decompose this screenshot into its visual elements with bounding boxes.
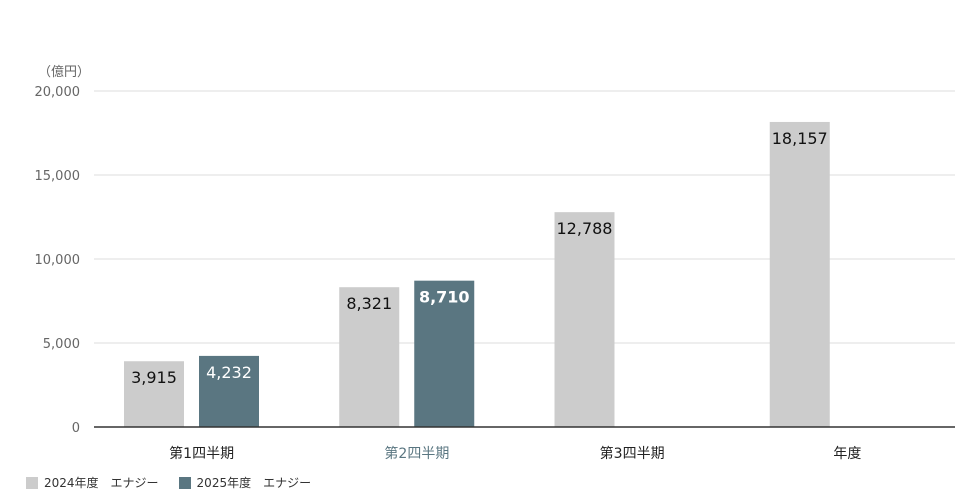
category-labels: 第1四半期 第2四半期 第3四半期 年度 <box>169 445 861 462</box>
bar-2024 <box>124 361 184 427</box>
y-tick-label: 10,000 <box>35 253 81 268</box>
bars <box>124 121 830 427</box>
category-label: 第1四半期 <box>169 445 234 462</box>
category-label: 第3四半期 <box>600 445 665 462</box>
bar-2024 <box>554 212 615 427</box>
value-labels: 3,915 4,232 8,321 8,710 12,788 18,157 <box>131 129 828 387</box>
category-label: 年度 <box>833 446 861 462</box>
y-tick-label: 15,000 <box>35 169 81 184</box>
bar-value-label: 8,710 <box>419 288 470 307</box>
bar-2025 <box>199 355 259 427</box>
bar-chart: （億円） 0 5,000 10,000 15,000 20,000 3,915 4,232… <box>35 64 955 462</box>
bar-value-label: 8,321 <box>346 294 392 313</box>
bar-2024 <box>339 287 400 427</box>
bar-value-label: 18,157 <box>772 129 828 148</box>
legend-item-2024: 2024年度 エナジー <box>26 474 159 491</box>
legend-label-2024: 2024年度 エナジー <box>44 476 159 490</box>
y-tick-label: 0 <box>72 421 80 436</box>
legend-label-2025: 2025年度 エナジー <box>196 476 312 490</box>
bar-value-label: 12,788 <box>557 219 613 238</box>
legend-item-2025: 2025年度 エナジー <box>178 474 312 491</box>
bar-2025 <box>414 280 475 427</box>
y-tick-label: 5,000 <box>43 337 80 352</box>
bar-value-label: 3,915 <box>131 368 177 387</box>
category-label: 第2四半期 <box>384 445 449 462</box>
legend-swatch-2024 <box>26 476 38 489</box>
bar-value-label: 4,232 <box>206 363 252 382</box>
legend-swatch-2025 <box>178 476 191 489</box>
bar-2024 <box>769 121 830 427</box>
y-axis-unit-label: （億円） <box>38 64 90 80</box>
legend: 2024年度 エナジー 2025年度 エナジー <box>26 474 311 491</box>
y-tick-label: 20,000 <box>35 85 81 100</box>
y-axis-ticks: 0 5,000 10,000 15,000 20,000 <box>35 85 81 436</box>
